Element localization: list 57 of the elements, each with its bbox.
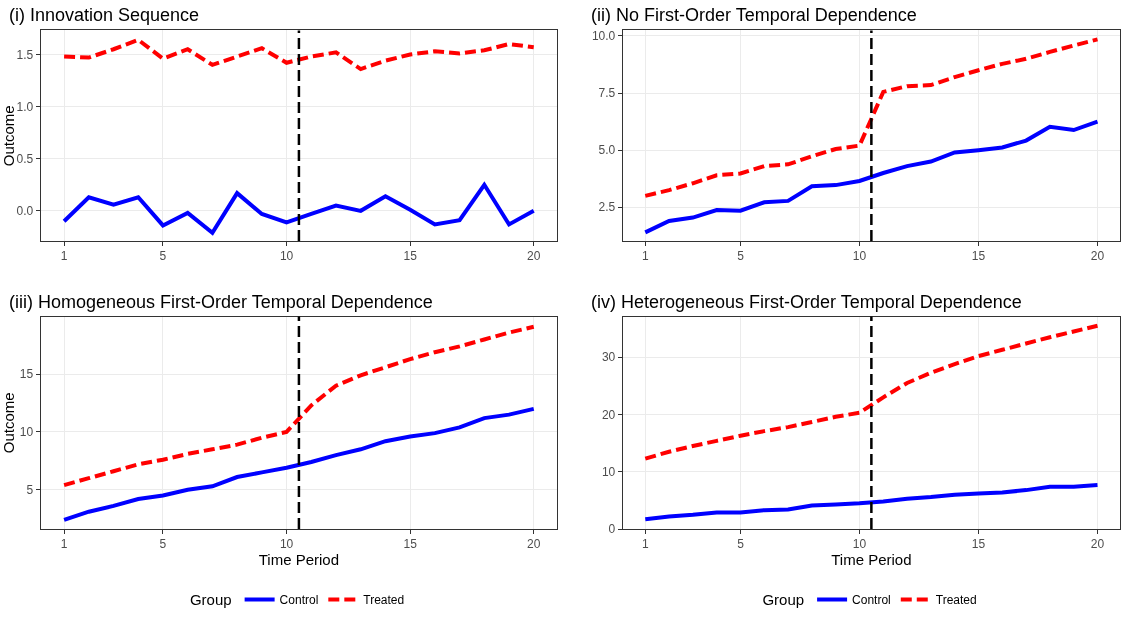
x-tick-label: 5 [159,249,167,264]
y-tick-label: 5 [26,482,34,497]
x-tick-label: 1 [60,249,68,264]
line-series [643,323,1100,461]
y-tick-label: 0 [608,522,616,537]
y-tick-label: 10 [19,425,34,440]
x-tick-label: 10 [852,249,867,264]
y-tick-label: 1.0 [16,99,34,114]
x-tick-label: 15 [971,537,986,552]
x-tick-label: 1 [641,537,649,552]
x-tick-label: 20 [527,537,541,552]
legend-label: Control [279,593,319,608]
y-tick-label: 2.5 [598,200,616,215]
x-tick-label: 1 [60,537,68,552]
x-tick-label: 5 [737,249,745,264]
legend-title: Group [189,590,232,608]
x-axis-title: Time Period [258,551,340,569]
line-series [62,37,536,72]
y-tick-label: 15 [19,367,34,382]
y-axis-title: Outcome [0,392,17,454]
x-tick-label: 5 [159,537,167,552]
line-series [643,37,1100,198]
y-tick-label: 0.5 [16,151,34,166]
chart-title: (ii) No First-Order Temporal Dependence [591,5,917,25]
x-tick-label: 20 [1090,537,1105,552]
line-series [62,182,536,235]
legend-label: Treated [363,593,405,608]
y-tick-label: 10.0 [591,29,616,44]
x-tick-label: 10 [852,537,867,552]
legend-title: Group [762,590,805,608]
line-series [62,324,536,488]
chart-title: (iv) Heterogeneous First-Order Temporal Dependence [591,292,1022,312]
x-tick-label: 10 [279,537,294,552]
legend-label: Control [852,593,891,608]
chart-title: (iii) Homogeneous First-Order Temporal Dependence [9,292,433,312]
y-tick-label: 1.5 [16,47,34,62]
y-axis-title: Outcome [0,105,17,167]
line-series [643,482,1100,522]
x-tick-label: 10 [279,249,294,264]
y-tick-label: 10 [601,464,616,479]
x-tick-label: 20 [1090,249,1105,264]
x-tick-label: 1 [641,249,649,264]
x-axis-title: Time Period [831,551,912,569]
x-tick-label: 20 [527,249,541,264]
x-tick-label: 15 [971,249,986,264]
x-tick-label: 15 [403,537,418,552]
y-tick-label: 5.0 [598,143,616,158]
line-series [62,406,536,522]
x-tick-label: 15 [403,249,418,264]
y-tick-label: 7.5 [598,86,616,101]
line-series [643,119,1100,235]
y-tick-label: 0.0 [16,204,34,219]
legend-label: Treated [935,593,977,608]
x-tick-label: 5 [737,537,745,552]
chart-title: (i) Innovation Sequence [9,5,200,25]
y-tick-label: 30 [601,350,616,365]
y-tick-label: 20 [601,407,616,422]
